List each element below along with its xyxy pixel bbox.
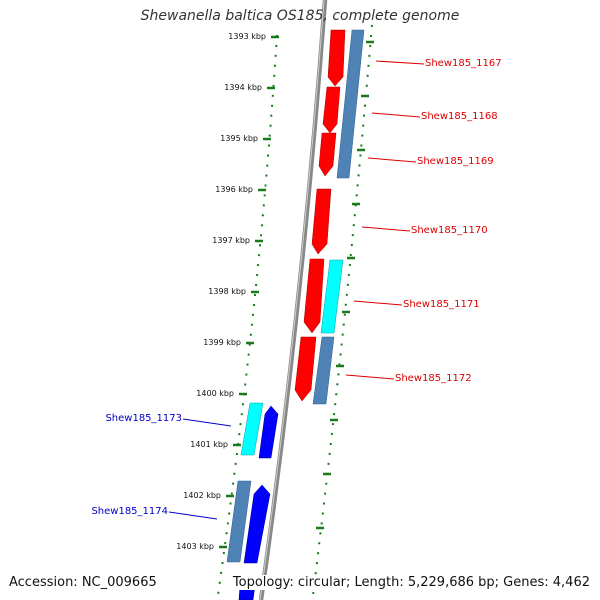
gene-shew185-1169-red[interactable] [318, 132, 337, 177]
topology-text: Topology: circular; Length: 5,229,686 bp… [230, 575, 592, 590]
gene-label-shew185-1172[interactable]: Shew185_1172 [395, 373, 472, 384]
kbp-tick: 1403 kbp [176, 542, 227, 551]
gene-shew185-1171-cyan[interactable] [320, 259, 344, 334]
kbp-tick: 1399 kbp [203, 338, 254, 347]
genome-backbone-highlight [259, 0, 325, 600]
kbp-tick-label: 1393 kbp [228, 32, 266, 41]
kbp-tick-label: 1398 kbp [208, 287, 246, 296]
right-guide-ticks [316, 40, 374, 530]
kbp-tick: 1400 kbp [196, 389, 247, 398]
gene-label-shew185-1174[interactable]: Shew185_1174 [91, 506, 168, 517]
kbp-tick-label: 1403 kbp [176, 542, 214, 551]
gene-label-shew185-1168[interactable]: Shew185_1168 [421, 111, 498, 122]
kbp-tick-label: 1399 kbp [203, 338, 241, 347]
gene-shew185-1173-blue[interactable] [258, 405, 279, 459]
kbp-scale: 1393 kbp 1394 kbp 1395 kbp 1396 kbp 1397… [176, 32, 374, 551]
kbp-tick-label: 1401 kbp [190, 440, 228, 449]
gene-shew185-1170-red[interactable] [311, 188, 332, 255]
kbp-tick: 1393 kbp [228, 32, 279, 41]
kbp-tick: 1395 kbp [220, 134, 271, 143]
gene-callout-line [168, 511, 218, 520]
genome-title: Shewanella baltica OS185, complete genom… [140, 8, 460, 24]
gene-shew185-1167-steel[interactable] [336, 29, 365, 179]
gene-label-shew185-1169[interactable]: Shew185_1169 [417, 156, 494, 167]
kbp-tick-label: 1396 kbp [215, 185, 253, 194]
kbp-tick: 1397 kbp [212, 236, 263, 245]
kbp-tick: 1401 kbp [190, 440, 241, 449]
kbp-tick: 1398 kbp [208, 287, 259, 296]
kbp-tick-label: 1395 kbp [220, 134, 258, 143]
gene-callout-line [375, 60, 425, 65]
left-gene-labels: Shew185_1173 Shew185_1174 [91, 413, 232, 520]
kbp-tick-label: 1394 kbp [224, 83, 262, 92]
kbp-tick: 1396 kbp [215, 185, 266, 194]
genome-backbone [258, 0, 328, 600]
left-dotted-guide [217, 34, 278, 596]
gene-shew185-1174-blue[interactable] [243, 484, 271, 564]
gene-shew185-1168-red[interactable] [322, 86, 341, 134]
kbp-tick-label: 1397 kbp [212, 236, 250, 245]
gene-label-shew185-1167[interactable]: Shew185_1167 [425, 58, 502, 69]
gene-shew185-1167-red[interactable] [327, 29, 346, 87]
gene-callout-line [353, 300, 403, 306]
gene-callout-line [371, 112, 421, 118]
gene-callout-line [367, 157, 417, 163]
kbp-tick: 1394 kbp [224, 83, 275, 92]
gene-label-shew185-1171[interactable]: Shew185_1171 [403, 299, 480, 310]
kbp-tick-label: 1400 kbp [196, 389, 234, 398]
kbp-tick-label: 1402 kbp [183, 491, 221, 500]
gene-shew185-1171-red[interactable] [303, 258, 325, 334]
accession-text: Accession: NC_009665 [7, 575, 159, 590]
gene-callout-line [361, 226, 411, 232]
gene-shew185-1172-red[interactable] [294, 336, 317, 402]
gene-callout-line [345, 374, 395, 380]
gene-features [226, 29, 365, 600]
gene-shew185-1174-steel[interactable] [226, 480, 252, 563]
gene-label-shew185-1170[interactable]: Shew185_1170 [411, 225, 488, 236]
right-gene-labels: Shew185_1167 Shew185_1168 Shew185_1169 S… [345, 58, 502, 384]
gene-shew185-1173-cyan[interactable] [240, 402, 264, 456]
gene-shew185-1172-steel[interactable] [312, 336, 335, 405]
gene-label-shew185-1173[interactable]: Shew185_1173 [105, 413, 182, 424]
gene-callout-line [182, 418, 232, 427]
kbp-tick: 1402 kbp [183, 491, 234, 500]
